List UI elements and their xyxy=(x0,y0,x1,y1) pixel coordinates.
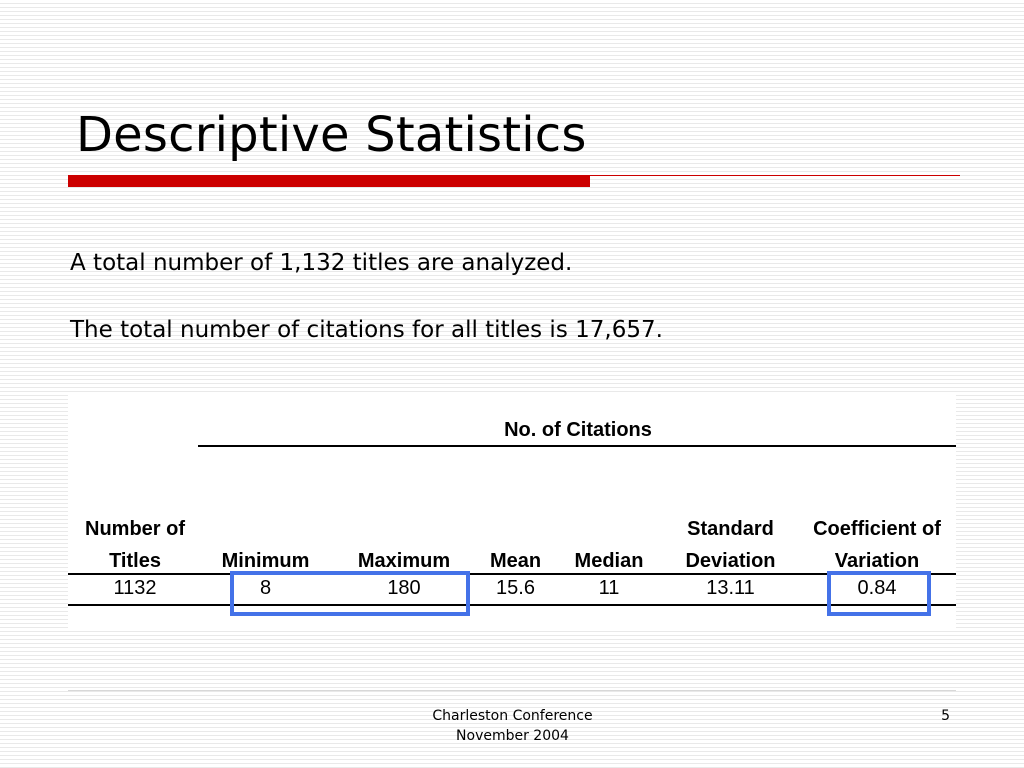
value-maximum: 180 xyxy=(387,577,421,599)
header-number-of-titles: Number of Titles xyxy=(68,513,202,577)
footer-conference: Charleston Conference xyxy=(432,708,593,724)
header-line: Variation xyxy=(834,550,920,572)
header-line: Median xyxy=(574,550,644,572)
group-header-rule xyxy=(198,445,956,447)
header-bottom-rule xyxy=(68,573,956,575)
table-bottom-rule xyxy=(68,604,956,606)
header-standard-deviation: Standard Deviation xyxy=(668,513,793,577)
header-line xyxy=(478,513,553,545)
value-number-of-titles: 1132 xyxy=(113,577,157,599)
header-line: Minimum xyxy=(221,550,310,572)
value-mean: 15.6 xyxy=(496,577,535,599)
value-minimum: 8 xyxy=(259,577,272,599)
value-standard-deviation: 13.11 xyxy=(706,577,755,599)
header-median: Median xyxy=(561,513,657,577)
header-line: Deviation xyxy=(685,550,776,572)
header-minimum: Minimum xyxy=(208,513,323,577)
footer-date: November 2004 xyxy=(456,728,569,744)
value-coefficient-of-variation: 0.84 xyxy=(857,577,897,599)
page-number: 5 xyxy=(941,708,950,724)
header-line: Coefficient of xyxy=(813,518,941,540)
header-mean: Mean xyxy=(478,513,553,577)
header-line xyxy=(208,513,323,545)
slide-title: Descriptive Statistics xyxy=(76,107,587,163)
footer-caption: Charleston Conference November 2004 xyxy=(380,706,645,746)
highlight-coefficient-box xyxy=(827,571,931,616)
statistics-table: No. of Citations Number of Titles Minimu… xyxy=(68,393,956,630)
header-line: Standard xyxy=(687,518,774,540)
header-line xyxy=(561,513,657,545)
header-maximum: Maximum xyxy=(340,513,468,577)
header-line xyxy=(340,513,468,545)
body-text-citations: The total number of citations for all ti… xyxy=(70,317,663,343)
footer-divider xyxy=(68,690,956,691)
title-underline-bar xyxy=(68,175,590,187)
header-line: Titles xyxy=(109,550,161,572)
header-line: Mean xyxy=(489,550,542,572)
header-coefficient-of-variation: Coefficient of Variation xyxy=(798,513,956,577)
header-line: Number of xyxy=(85,518,185,540)
table-group-header: No. of Citations xyxy=(504,419,652,441)
title-underline-thin xyxy=(590,175,960,176)
header-line: Maximum xyxy=(357,550,451,572)
value-median: 11 xyxy=(598,577,620,599)
body-text-titles: A total number of 1,132 titles are analy… xyxy=(70,250,573,276)
highlight-min-max-box xyxy=(230,571,470,616)
